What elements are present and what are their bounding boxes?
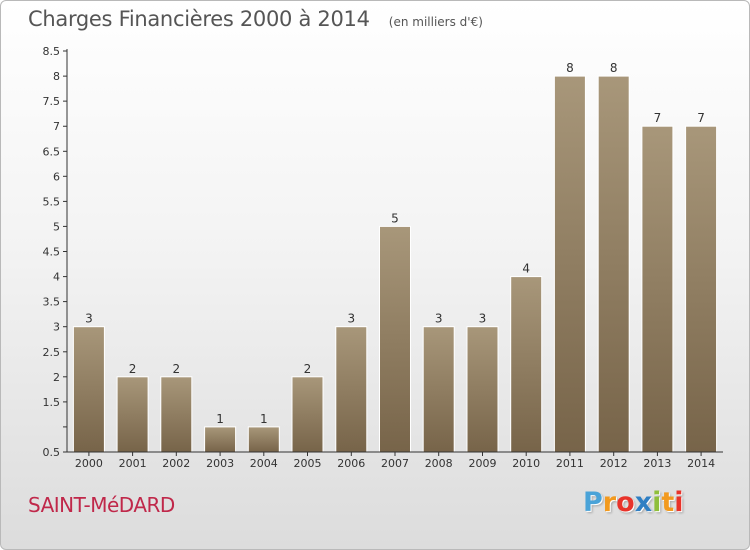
chart-title: Charges Financières 2000 à 2014 bbox=[28, 7, 370, 31]
commune-name: SAINT-MéDARD bbox=[28, 493, 175, 517]
y-tick-label-14: 7.5 bbox=[43, 95, 61, 108]
data-label-2009: 3 bbox=[479, 312, 487, 326]
data-label-2013: 7 bbox=[654, 111, 662, 125]
logo-letter: i bbox=[652, 487, 662, 518]
bar-2011 bbox=[553, 75, 586, 453]
data-label-2002: 2 bbox=[172, 362, 180, 376]
data-label-2011: 8 bbox=[566, 61, 574, 75]
x-tick-label-2008: 2008 bbox=[425, 457, 453, 470]
data-label-2000: 3 bbox=[85, 312, 93, 326]
y-tick-label-15: 8 bbox=[53, 70, 60, 83]
data-label-2014: 7 bbox=[697, 111, 705, 125]
y-tick-label-9: 5 bbox=[53, 220, 60, 233]
data-label-2012: 8 bbox=[610, 61, 618, 75]
x-tick-label-2001: 2001 bbox=[119, 457, 147, 470]
bar-2002 bbox=[160, 376, 193, 453]
y-tick-label-16: 8.5 bbox=[43, 45, 61, 58]
logo-letter: P bbox=[583, 487, 603, 518]
x-tick-label-2014: 2014 bbox=[687, 457, 715, 470]
y-tick-label-2: 1.5 bbox=[43, 396, 61, 409]
x-tick-label-2002: 2002 bbox=[162, 457, 190, 470]
proxiti-logo: Proxiti bbox=[583, 487, 684, 518]
x-tick-label-2010: 2010 bbox=[512, 457, 540, 470]
logo-letter: r bbox=[602, 487, 617, 518]
x-tick-label-2006: 2006 bbox=[337, 457, 365, 470]
data-label-2003: 1 bbox=[216, 412, 224, 426]
axis-layer: 2000 2001 2002 2003 2004 2005 2006 2007 2008 2009… bbox=[43, 45, 723, 470]
y-tick-label-5: 3 bbox=[53, 321, 60, 334]
logo-letter: o bbox=[616, 487, 635, 518]
y-tick-label-11: 6 bbox=[53, 170, 60, 183]
bar-2009 bbox=[466, 326, 499, 453]
y-tick-label-10: 5.5 bbox=[43, 195, 61, 208]
data-label-2010: 4 bbox=[522, 262, 530, 276]
chart-title-block: Charges Financières 2000 à 2014 (en mill… bbox=[28, 7, 483, 31]
logo-letter: i bbox=[674, 487, 684, 518]
x-tick-label-2003: 2003 bbox=[206, 457, 234, 470]
data-label-2005: 2 bbox=[304, 362, 312, 376]
x-tick-label-2013: 2013 bbox=[643, 457, 671, 470]
x-tick-label-2004: 2004 bbox=[250, 457, 278, 470]
data-label-2004: 1 bbox=[260, 412, 268, 426]
bar-2003 bbox=[204, 426, 237, 453]
y-tick-label-8: 4.5 bbox=[43, 246, 61, 259]
y-tick-label-12: 6.5 bbox=[43, 145, 61, 158]
logo-letter: x bbox=[634, 487, 653, 518]
y-tick-label-3: 2 bbox=[53, 371, 60, 384]
data-label-2007: 5 bbox=[391, 211, 399, 225]
y-tick-label-6: 3.5 bbox=[43, 296, 61, 309]
x-tick-label-2011: 2011 bbox=[556, 457, 584, 470]
y-tick-label-7: 4 bbox=[53, 271, 60, 284]
bar-2012 bbox=[597, 75, 630, 453]
y-tick-label-13: 7 bbox=[53, 120, 60, 133]
y-tick-label-0: 0.5 bbox=[43, 446, 61, 459]
bar-2007 bbox=[379, 225, 411, 453]
x-tick-label-2005: 2005 bbox=[294, 457, 322, 470]
bar-2006 bbox=[335, 326, 368, 453]
x-tick-label-2007: 2007 bbox=[381, 457, 409, 470]
bar-2008 bbox=[422, 326, 455, 453]
bar-2013 bbox=[641, 125, 674, 453]
data-label-2008: 3 bbox=[435, 312, 443, 326]
x-tick-label-2012: 2012 bbox=[600, 457, 628, 470]
logo-letter: t bbox=[661, 487, 675, 518]
y-tick-label-4: 2.5 bbox=[43, 346, 61, 359]
bar-2000 bbox=[72, 326, 105, 453]
data-label-2006: 3 bbox=[347, 312, 355, 326]
bar-2005 bbox=[291, 376, 324, 453]
bar-2014 bbox=[685, 125, 718, 453]
bar-2001 bbox=[116, 376, 149, 453]
data-label-2001: 2 bbox=[129, 362, 137, 376]
bar-2010 bbox=[510, 276, 543, 453]
bars-layer: 3 2 2 1 1 2 3 5 3 3 4 8 8 7 7 bbox=[72, 61, 718, 453]
chart-subtitle: (en milliers d'€) bbox=[388, 15, 483, 29]
x-tick-label-2009: 2009 bbox=[469, 457, 497, 470]
bar-2004 bbox=[247, 426, 280, 453]
x-tick-label-2000: 2000 bbox=[75, 457, 103, 470]
